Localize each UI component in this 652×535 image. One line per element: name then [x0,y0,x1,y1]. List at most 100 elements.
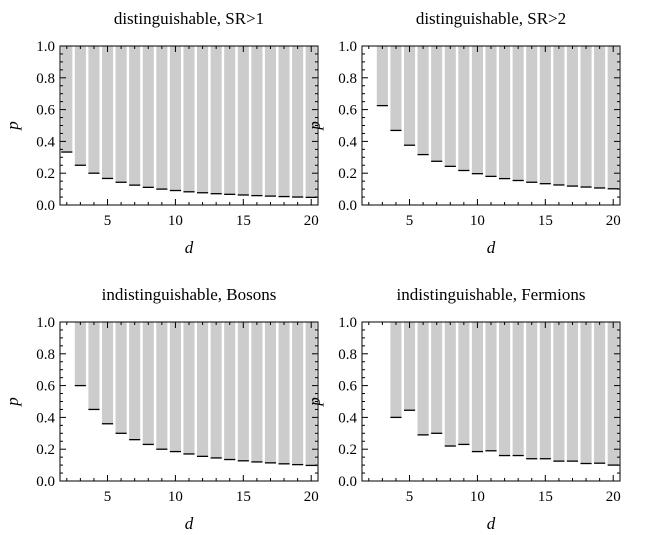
x-tick-label: 15 [236,213,251,229]
bar [526,322,538,459]
bar [115,46,127,183]
x-tick-label: 15 [236,489,251,505]
y-tick-label: 0.6 [338,379,357,395]
bar [169,46,181,191]
bar [61,46,73,153]
bar [183,46,195,192]
bar [129,322,141,440]
y-tick-label: 0.8 [36,347,55,363]
bar [499,322,511,456]
bar [499,46,511,179]
x-tick-label: 20 [304,489,319,505]
bar [444,322,456,447]
bar [471,322,483,452]
bar [305,46,317,198]
chart-title: indistinguishable, Bosons [102,285,277,304]
x-tick-label: 5 [406,489,414,505]
bar [390,46,402,131]
y-tick-label: 0.6 [36,379,55,395]
x-tick-label: 10 [470,489,485,505]
bar [169,322,181,452]
bar [278,46,290,197]
y-tick-label: 0.2 [338,442,357,458]
y-tick-label: 0.4 [338,410,357,426]
y-axis-label: p [305,397,324,407]
chart-panel-2: 0.0 0.2 0.4 0.6 0.8 1.0 5 10 15 20 distinguishable… [305,9,621,257]
y-tick-label: 1.0 [338,315,357,331]
bar [264,322,277,463]
bar [458,322,470,445]
bar [101,322,114,424]
bar [594,46,606,188]
bar [129,46,141,186]
bar [607,322,619,466]
y-tick-label: 1.0 [338,39,357,55]
x-tick-label: 5 [104,213,112,229]
bar [142,322,154,445]
y-axis-label: p [3,397,22,407]
bar [142,46,154,188]
bar [156,322,168,450]
y-tick-label: 1.0 [36,39,55,55]
x-axis-label: d [487,238,496,257]
bar [553,322,565,462]
x-tick-label: 15 [538,213,553,229]
chart-panel-3: 0.0 0.2 0.4 0.6 0.8 1.0 5 10 15 20 indistinguishab… [3,285,319,533]
bar [390,322,402,418]
bar [566,322,579,462]
x-axis-label: d [487,514,496,533]
bar [210,322,222,458]
bar [485,46,497,177]
bar [431,46,443,162]
x-tick-label: 20 [304,213,319,229]
bar [594,322,606,464]
bar [526,46,538,183]
chart-title: distinguishable, SR>1 [114,9,264,28]
x-tick-label: 5 [406,213,414,229]
y-tick-label: 0.8 [338,71,357,87]
x-tick-label: 15 [538,489,553,505]
bar [539,322,551,459]
x-tick-label: 20 [606,489,621,505]
y-tick-label: 0.0 [338,198,357,214]
x-tick-label: 5 [104,489,112,505]
bar [74,46,86,166]
y-tick-label: 0.2 [36,442,55,458]
bar [237,46,249,195]
y-axis-label: p [305,121,324,131]
bar [183,322,195,454]
bar [197,322,209,457]
bar [403,46,416,146]
bar [417,322,429,435]
y-tick-label: 0.8 [36,71,55,87]
chart-title: indistinguishable, Fermions [397,285,586,304]
bar [458,46,470,171]
x-axis-label: d [185,514,194,533]
bar [376,46,388,106]
y-tick-label: 1.0 [36,315,55,331]
x-tick-label: 10 [470,213,485,229]
chart-panel-1: 0.0 0.2 0.4 0.6 0.8 1.0 5 10 15 20 distinguishable… [3,9,319,257]
bar [512,46,524,181]
bar [403,322,416,411]
chart-panel-4: 0.0 0.2 0.4 0.6 0.8 1.0 5 10 15 20 indistinguishab… [305,285,621,533]
x-tick-label: 10 [168,213,183,229]
bar [101,46,114,179]
bar [251,322,263,462]
bar [471,46,483,174]
bar [251,46,263,196]
bar [210,46,222,194]
y-tick-label: 0.0 [36,198,55,214]
y-tick-label: 0.4 [36,410,55,426]
bar [566,46,579,187]
bar [417,46,429,155]
bar [237,322,249,461]
y-tick-label: 0.6 [36,103,55,119]
y-tick-label: 0.2 [338,166,357,182]
y-tick-label: 0.0 [36,474,55,490]
y-axis-label: p [3,121,22,131]
bar [444,46,456,167]
bar [305,322,317,466]
y-tick-label: 0.2 [36,166,55,182]
